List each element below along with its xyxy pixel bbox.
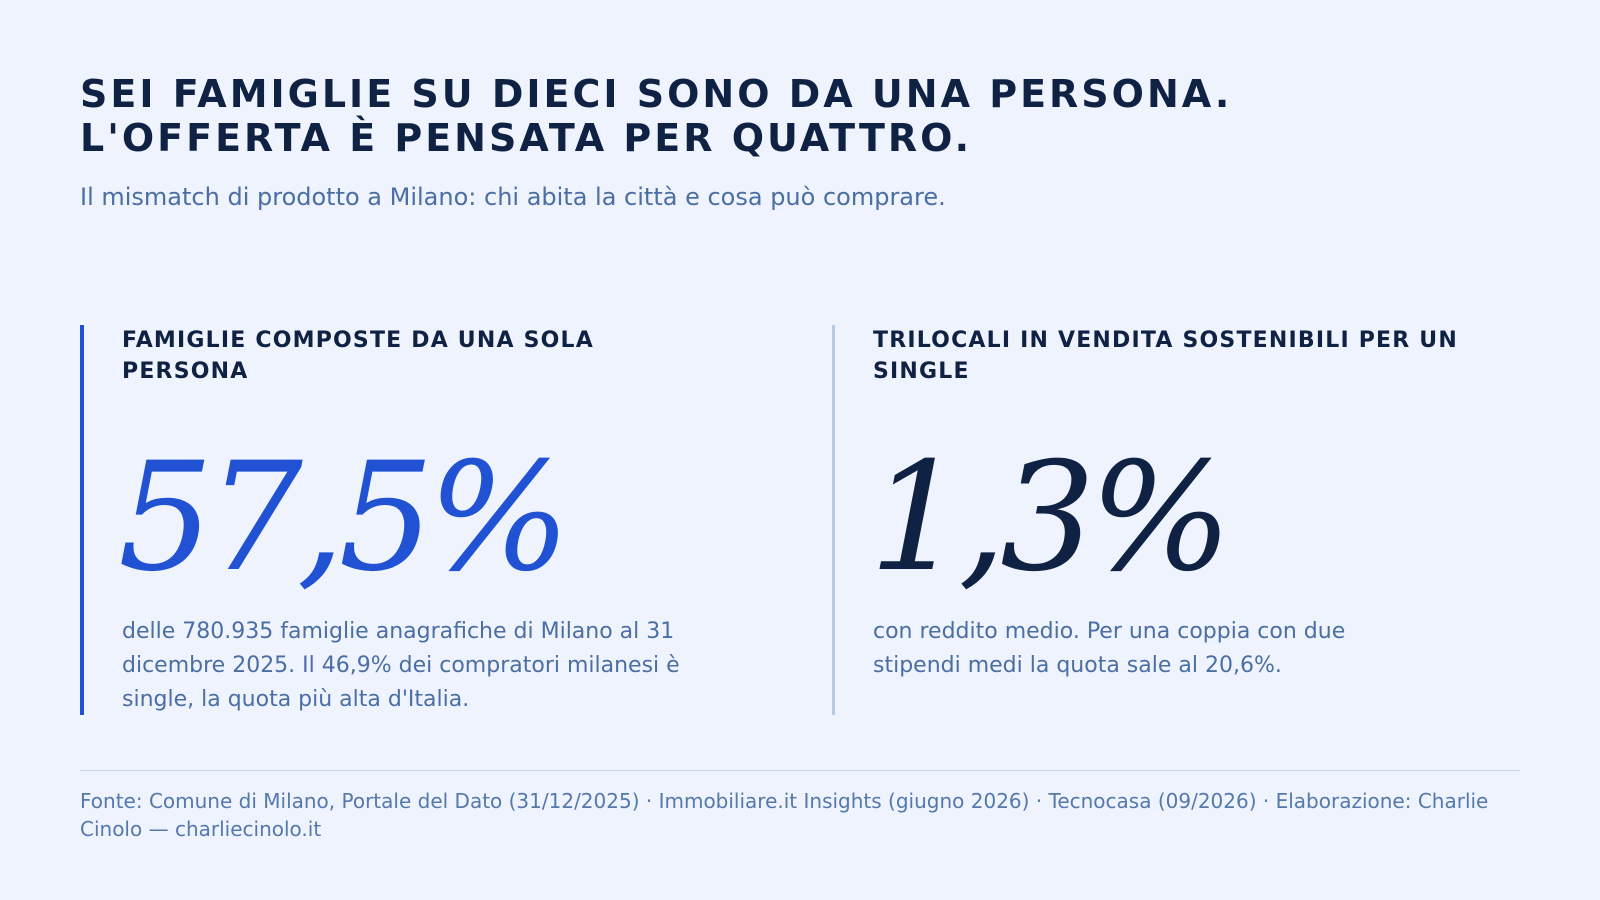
page-title: SEI FAMIGLIE SU DIECI SONO DA UNA PERSON… xyxy=(80,72,1440,160)
headline-line-2: L'OFFERTA È PENSATA PER QUATTRO. xyxy=(80,116,973,160)
infographic: SEI FAMIGLIE SU DIECI SONO DA UNA PERSON… xyxy=(80,72,1520,841)
stat-description: con reddito medio. Per una coppia con du… xyxy=(873,619,1346,678)
stat-label: FAMIGLIE COMPOSTE DA UNA SOLA PERSONA xyxy=(122,328,594,384)
stats-row: FAMIGLIE COMPOSTE DA UNA SOLA PERSONA 57… xyxy=(80,325,1520,715)
stat-card-single-households: FAMIGLIE COMPOSTE DA UNA SOLA PERSONA 57… xyxy=(80,325,680,715)
stat-description: delle 780.935 famiglie anagrafiche di Mi… xyxy=(122,619,680,712)
headline-line-1: SEI FAMIGLIE SU DIECI SONO DA UNA PERSON… xyxy=(80,72,1233,116)
stat-value: 1,3% xyxy=(869,431,1232,605)
stat-value: 57,5% xyxy=(118,431,571,605)
footer-divider xyxy=(80,770,1520,771)
source-note: Fonte: Comune di Milano, Portale del Dat… xyxy=(80,789,1489,841)
stat-label: TRILOCALI IN VENDITA SOSTENIBILI PER UN … xyxy=(873,328,1458,384)
stat-card-affordable-trilocali: TRILOCALI IN VENDITA SOSTENIBILI PER UN … xyxy=(832,325,1520,715)
subtitle: Il mismatch di prodotto a Milano: chi ab… xyxy=(80,183,946,211)
